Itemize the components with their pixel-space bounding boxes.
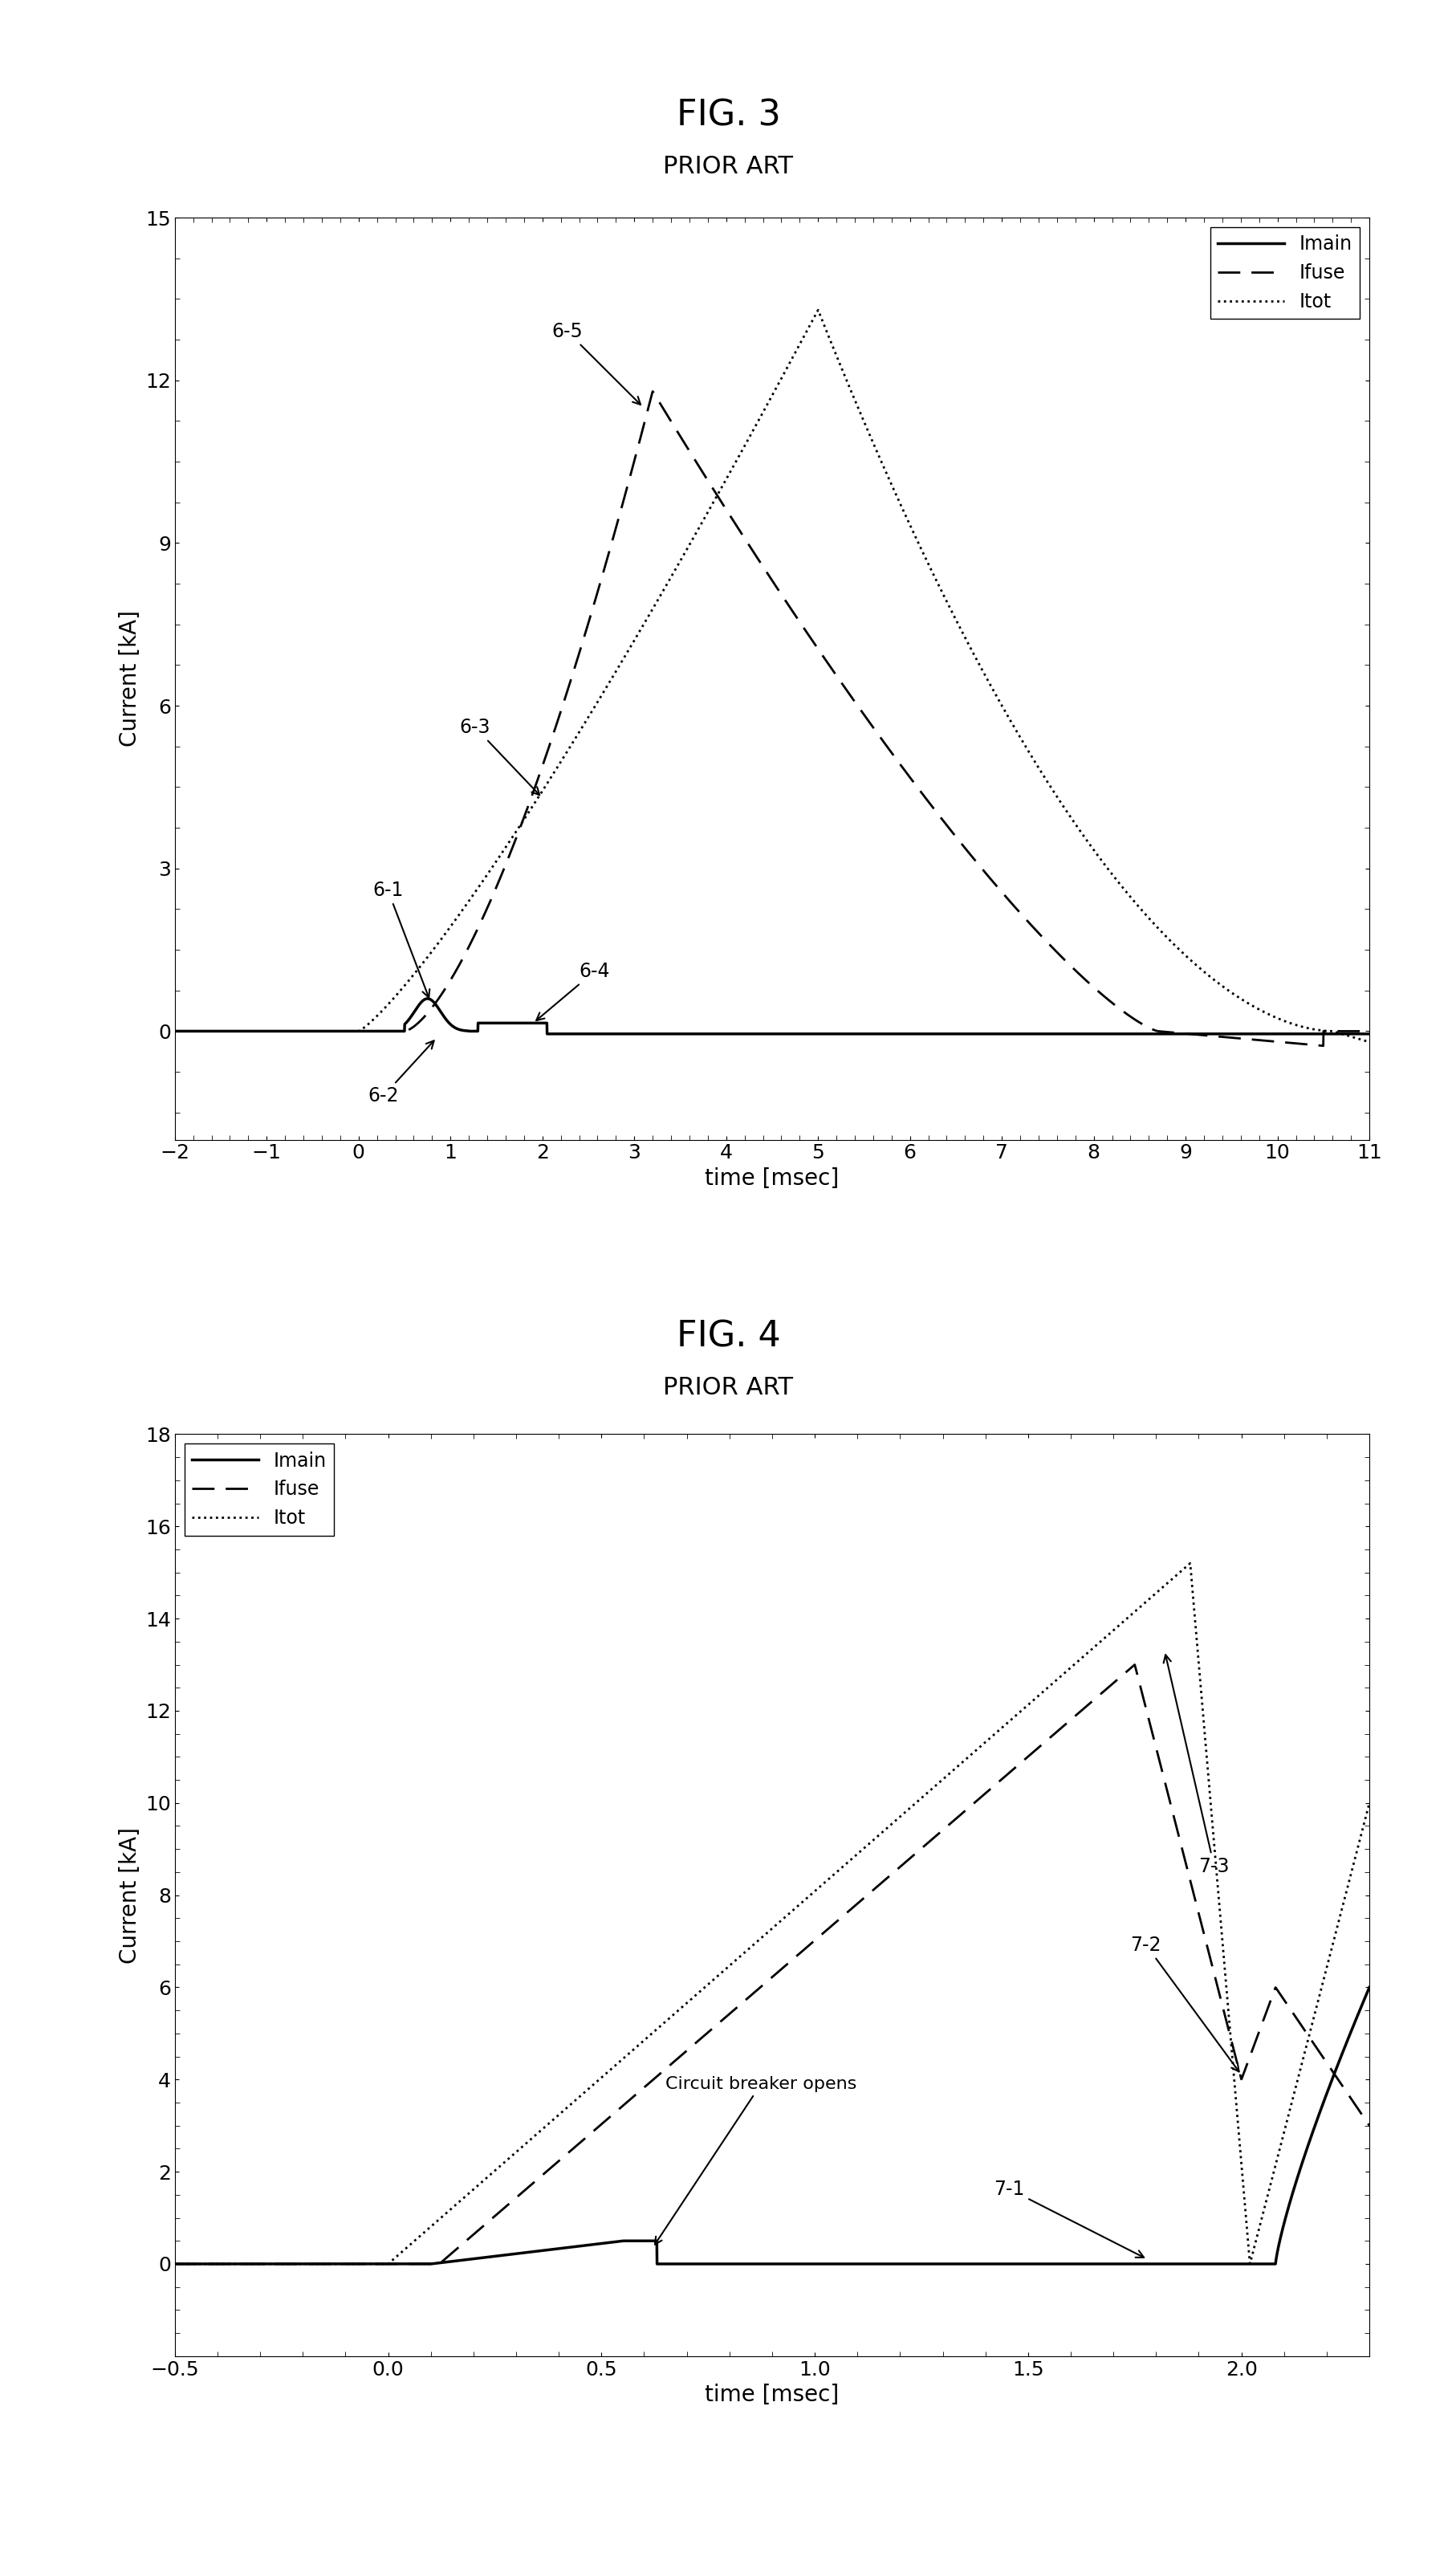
Text: 7-3: 7-3 <box>1163 1654 1229 1877</box>
Text: 6-4: 6-4 <box>536 963 610 1019</box>
Text: 7-2: 7-2 <box>1130 1936 1238 2072</box>
Text: FIG. 3: FIG. 3 <box>676 97 780 133</box>
X-axis label: time [msec]: time [msec] <box>705 2384 839 2407</box>
Text: FIG. 4: FIG. 4 <box>676 1319 780 1355</box>
Text: Circuit breaker opens: Circuit breaker opens <box>655 2077 856 2243</box>
Text: PRIOR ART: PRIOR ART <box>662 1375 794 1401</box>
Text: PRIOR ART: PRIOR ART <box>662 154 794 179</box>
Legend: Imain, Ifuse, Itot: Imain, Ifuse, Itot <box>1210 228 1358 320</box>
Y-axis label: Current [kA]: Current [kA] <box>118 1826 141 1964</box>
Text: 6-2: 6-2 <box>367 1040 434 1106</box>
Y-axis label: Current [kA]: Current [kA] <box>118 610 141 748</box>
X-axis label: time [msec]: time [msec] <box>705 1168 839 1191</box>
Text: 6-5: 6-5 <box>552 323 641 405</box>
Text: 7-1: 7-1 <box>993 2179 1143 2256</box>
Text: 6-3: 6-3 <box>460 717 539 794</box>
Legend: Imain, Ifuse, Itot: Imain, Ifuse, Itot <box>185 1444 333 1537</box>
Text: 6-1: 6-1 <box>373 881 430 999</box>
